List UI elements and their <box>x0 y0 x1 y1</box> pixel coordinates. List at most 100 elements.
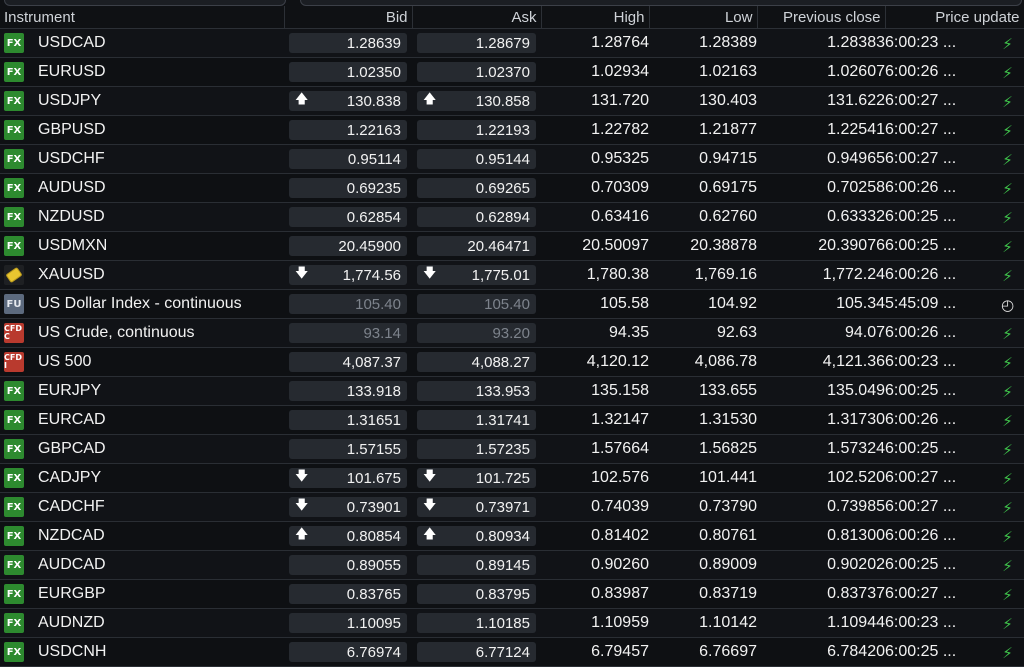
table-row[interactable]: FX CADJPY 🡇 101.675 🡇 101.725 102.576 101.441 10… <box>0 463 1024 493</box>
instrument-cell[interactable]: FX CADJPY <box>0 463 284 493</box>
ask-cell[interactable]: 0.83795 <box>412 579 541 609</box>
instrument-cell[interactable]: FX USDCHF <box>0 144 284 174</box>
instrument-cell[interactable]: FX USDCNH <box>0 637 284 667</box>
col-header-bid[interactable]: Bid <box>284 6 413 29</box>
ask-cell[interactable]: 1.22193 <box>412 115 541 145</box>
bid-cell[interactable]: 4,087.37 <box>284 347 412 377</box>
ask-cell[interactable]: 🡅 0.80934 <box>412 521 541 551</box>
toolbar-field-right[interactable] <box>300 0 1022 6</box>
ask-cell[interactable]: 1.31741 <box>412 405 541 435</box>
ask-cell[interactable]: 0.89145 <box>412 550 541 580</box>
table-row[interactable]: FX USDCHF 0.95114 0.95144 0.95325 0.94715 0.94… <box>0 144 1024 174</box>
toolbar-field-left[interactable] <box>4 0 286 6</box>
ask-cell[interactable]: 0.69265 <box>412 173 541 203</box>
instrument-cell[interactable]: FX EURGBP <box>0 579 284 609</box>
table-row[interactable]: CFD I US 500 4,087.37 4,088.27 4,120.12 4,086… <box>0 347 1024 377</box>
instrument-cell[interactable]: FX GBPCAD <box>0 434 284 464</box>
table-row[interactable]: FU US Dollar Index - continuous 105.40 105.… <box>0 289 1024 319</box>
ask-cell[interactable]: 6.77124 <box>412 637 541 667</box>
bid-cell[interactable]: 0.89055 <box>284 550 412 580</box>
table-row[interactable]: FX AUDCAD 0.89055 0.89145 0.90260 0.89009 0.90… <box>0 550 1024 580</box>
ask-cell[interactable]: 1.02370 <box>412 57 541 87</box>
instrument-cell[interactable]: FX CADCHF <box>0 492 284 522</box>
col-header-ask[interactable]: Ask <box>412 6 542 29</box>
price-update-status: ⚡ <box>991 521 1024 551</box>
table-row[interactable]: FX EURGBP 0.83765 0.83795 0.83987 0.83719 0.83… <box>0 579 1024 609</box>
table-row[interactable]: FX USDCAD 1.28639 1.28679 1.28764 1.28389 1.28… <box>0 28 1024 58</box>
bid-cell[interactable]: 1.57155 <box>284 434 412 464</box>
ask-cell[interactable]: 🡇 101.725 <box>412 463 541 493</box>
ask-cell[interactable]: 🡇 0.73971 <box>412 492 541 522</box>
ask-cell[interactable]: 1.57235 <box>412 434 541 464</box>
bid-cell[interactable]: 1.28639 <box>284 28 412 58</box>
col-header-low[interactable]: Low <box>649 6 758 29</box>
ask-cell[interactable]: 0.95144 <box>412 144 541 174</box>
instrument-cell[interactable]: XAUUSD <box>0 260 284 290</box>
table-row[interactable]: FX GBPCAD 1.57155 1.57235 1.57664 1.56825 1.57… <box>0 434 1024 464</box>
instrument-cell[interactable]: FX EURCAD <box>0 405 284 435</box>
ask-cell[interactable]: 🡇 1,775.01 <box>412 260 541 290</box>
instrument-cell[interactable]: FX AUDNZD <box>0 608 284 638</box>
col-header-previous-close[interactable]: Previous close <box>757 6 886 29</box>
instrument-cell[interactable]: FX NZDCAD <box>0 521 284 551</box>
bid-cell[interactable]: 6.76974 <box>284 637 412 667</box>
ask-cell[interactable]: 20.46471 <box>412 231 541 261</box>
bid-cell[interactable]: 🡅 130.838 <box>284 86 412 116</box>
bid-cell[interactable]: 0.62854 <box>284 202 412 232</box>
instrument-cell[interactable]: FX NZDUSD <box>0 202 284 232</box>
table-row[interactable]: FX EURCAD 1.31651 1.31741 1.32147 1.31530 1.31… <box>0 405 1024 435</box>
bid-cell[interactable]: 1.31651 <box>284 405 412 435</box>
instrument-cell[interactable]: FX EURJPY <box>0 376 284 406</box>
bid-cell[interactable]: 133.918 <box>284 376 412 406</box>
ask-cell[interactable]: 1.28679 <box>412 28 541 58</box>
ask-cell[interactable]: 4,088.27 <box>412 347 541 377</box>
bid-cell[interactable]: 1.10095 <box>284 608 412 638</box>
bid-cell[interactable]: 1.22163 <box>284 115 412 145</box>
table-row[interactable]: FX EURJPY 133.918 133.953 135.158 133.655 135.… <box>0 376 1024 406</box>
instrument-cell[interactable]: FU US Dollar Index - continuous <box>0 289 284 319</box>
bid-cell[interactable]: 20.45900 <box>284 231 412 261</box>
instrument-cell[interactable]: CFD I US 500 <box>0 347 284 377</box>
table-row[interactable]: FX NZDUSD 0.62854 0.62894 0.63416 0.62760 0.63… <box>0 202 1024 232</box>
bid-cell[interactable]: 93.14 <box>284 318 412 348</box>
instrument-cell[interactable]: FX USDJPY <box>0 86 284 116</box>
table-row[interactable]: FX USDMXN 20.45900 20.46471 20.50097 20.38878… <box>0 231 1024 261</box>
table-row[interactable]: FX CADCHF 🡇 0.73901 🡇 0.73971 0.74039 0.73790 0.… <box>0 492 1024 522</box>
bid-cell[interactable]: 0.83765 <box>284 579 412 609</box>
col-header-price-update[interactable]: Price update <box>885 6 1024 29</box>
instrument-cell[interactable]: FX GBPUSD <box>0 115 284 145</box>
col-header-high[interactable]: High <box>541 6 650 29</box>
col-header-instrument[interactable]: Instrument <box>0 6 285 29</box>
bid-cell[interactable]: 🡇 1,774.56 <box>284 260 412 290</box>
instrument-cell[interactable]: FX AUDCAD <box>0 550 284 580</box>
table-row[interactable]: FX EURUSD 1.02350 1.02370 1.02934 1.02163 1.02… <box>0 57 1024 87</box>
table-row[interactable]: CFD C US Crude, continuous 93.14 93.20 94.35… <box>0 318 1024 348</box>
price-update-time: 6:00:27 ... <box>885 144 991 174</box>
instrument-cell[interactable]: FX USDMXN <box>0 231 284 261</box>
ask-cell[interactable]: 93.20 <box>412 318 541 348</box>
instrument-cell[interactable]: FX USDCAD <box>0 28 284 58</box>
bid-cell[interactable]: 🡅 0.80854 <box>284 521 412 551</box>
table-row[interactable]: FX NZDCAD 🡅 0.80854 🡅 0.80934 0.81402 0.80761 0.… <box>0 521 1024 551</box>
table-row[interactable]: FX AUDUSD 0.69235 0.69265 0.70309 0.69175 0.70… <box>0 173 1024 203</box>
bid-cell[interactable]: 🡇 0.73901 <box>284 492 412 522</box>
bid-cell[interactable]: 105.40 <box>284 289 412 319</box>
ask-cell[interactable]: 105.40 <box>412 289 541 319</box>
bid-cell[interactable]: 1.02350 <box>284 57 412 87</box>
bid-cell[interactable]: 0.95114 <box>284 144 412 174</box>
ask-cell[interactable]: 0.62894 <box>412 202 541 232</box>
instrument-cell[interactable]: CFD C US Crude, continuous <box>0 318 284 348</box>
table-row[interactable]: FX AUDNZD 1.10095 1.10185 1.10959 1.10142 1.10… <box>0 608 1024 638</box>
instrument-cell[interactable]: FX EURUSD <box>0 57 284 87</box>
price-update-time: 6:00:23 ... <box>885 608 991 638</box>
ask-cell[interactable]: 1.10185 <box>412 608 541 638</box>
ask-cell[interactable]: 🡅 130.858 <box>412 86 541 116</box>
table-row[interactable]: FX USDJPY 🡅 130.838 🡅 130.858 131.720 130.403 13… <box>0 86 1024 116</box>
table-row[interactable]: FX GBPUSD 1.22163 1.22193 1.22782 1.21877 1.22… <box>0 115 1024 145</box>
bid-cell[interactable]: 0.69235 <box>284 173 412 203</box>
ask-cell[interactable]: 133.953 <box>412 376 541 406</box>
table-row[interactable]: XAUUSD 🡇 1,774.56 🡇 1,775.01 1,780.38 1,769.16… <box>0 260 1024 290</box>
instrument-cell[interactable]: FX AUDUSD <box>0 173 284 203</box>
table-row[interactable]: FX USDCNH 6.76974 6.77124 6.79457 6.76697 6.78… <box>0 637 1024 667</box>
bid-cell[interactable]: 🡇 101.675 <box>284 463 412 493</box>
